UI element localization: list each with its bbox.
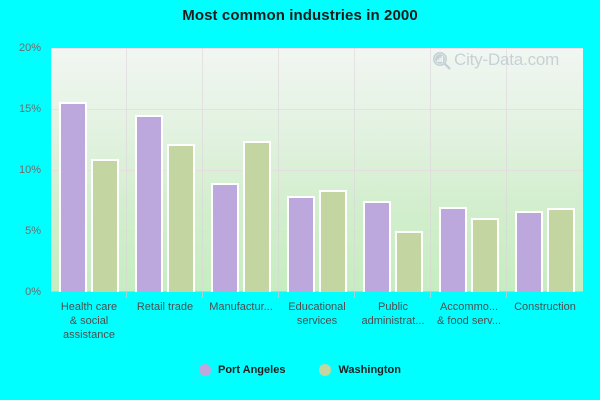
bar-1-4[interactable] [395, 231, 423, 292]
x-axis-ticks [51, 292, 583, 298]
x-axis-tick [203, 292, 279, 298]
bar-group [51, 48, 127, 292]
x-axis-tick [507, 292, 583, 298]
bar-0-0[interactable] [59, 101, 87, 292]
x-axis-label-line: Construction [514, 301, 576, 313]
y-axis-tick-label: 15% [18, 103, 41, 115]
chart-title: Most common industries in 2000 [182, 7, 418, 24]
x-axis-labels: Health care & social assistance Retail trad… [51, 300, 583, 342]
bar-1-2[interactable] [243, 140, 271, 292]
x-axis-label-1: Retail trade [127, 300, 203, 342]
x-axis-tick [431, 292, 507, 298]
x-axis-label-line: Health care [60, 301, 118, 313]
y-axis: 20% 15% 10% 5% 0% [0, 42, 45, 298]
bar-group [507, 48, 583, 292]
x-axis-label-line: services [296, 315, 338, 327]
chart-legend: Port Angeles Washington [0, 364, 600, 376]
gridline [51, 48, 583, 49]
x-axis-label-0: Health care & social assistance [51, 300, 127, 342]
bar-group [279, 48, 355, 292]
x-axis-label-line: Public [378, 301, 408, 313]
legend-swatch-icon [199, 364, 211, 376]
bar-0-6[interactable] [515, 210, 543, 292]
x-axis-label-line: Accommo... [439, 301, 499, 313]
bar-1-6[interactable] [547, 207, 575, 292]
y-axis-tick-label: 10% [18, 164, 41, 176]
x-axis-label-line: administrat... [361, 315, 425, 327]
bar-1-5[interactable] [471, 217, 499, 292]
bar-0-3[interactable] [287, 195, 315, 292]
gridline [51, 231, 583, 232]
axis-baseline [51, 291, 583, 292]
gridline [51, 109, 583, 110]
bar-group [355, 48, 431, 292]
x-axis-label-line: & food serv... [437, 315, 501, 327]
y-axis-tick-label: 0% [25, 286, 41, 298]
bar-1-0[interactable] [91, 159, 119, 292]
gridline [51, 170, 583, 171]
legend-item-1[interactable]: Washington [319, 364, 401, 376]
x-axis-label-line: & social [69, 315, 109, 327]
x-axis-tick [355, 292, 431, 298]
x-axis-tick [279, 292, 355, 298]
x-axis-label-2: Manufactur... [203, 300, 279, 342]
y-axis-tick-label: 5% [25, 225, 41, 237]
bar-0-5[interactable] [439, 206, 467, 292]
bar-0-2[interactable] [211, 183, 239, 292]
y-axis-tick-label: 20% [18, 42, 41, 54]
x-axis-label-3: Educational services [279, 300, 355, 342]
x-axis-label-5: Accommo... & food serv... [431, 300, 507, 342]
x-axis-label-4: Public administrat... [355, 300, 431, 342]
bar-0-4[interactable] [363, 200, 391, 292]
x-axis-tick [127, 292, 203, 298]
bar-group [431, 48, 507, 292]
bar-groups [51, 48, 583, 292]
bar-1-1[interactable] [167, 144, 195, 292]
x-axis-tick [51, 292, 127, 298]
x-axis-label-line: Educational [288, 301, 346, 313]
bar-group [203, 48, 279, 292]
bar-1-3[interactable] [319, 190, 347, 292]
legend-swatch-icon [319, 364, 332, 376]
x-axis-label-6: Construction [507, 300, 583, 342]
x-axis-label-line: Manufactur... [209, 301, 273, 313]
x-axis-label-line: Retail trade [136, 301, 194, 313]
x-axis-label-line: assistance [63, 329, 115, 341]
legend-item-0[interactable]: Port Angeles [199, 364, 285, 376]
legend-label: Washington [338, 364, 401, 376]
plot-area [51, 48, 583, 292]
legend-label: Port Angeles [218, 364, 286, 376]
bar-0-1[interactable] [135, 115, 163, 292]
